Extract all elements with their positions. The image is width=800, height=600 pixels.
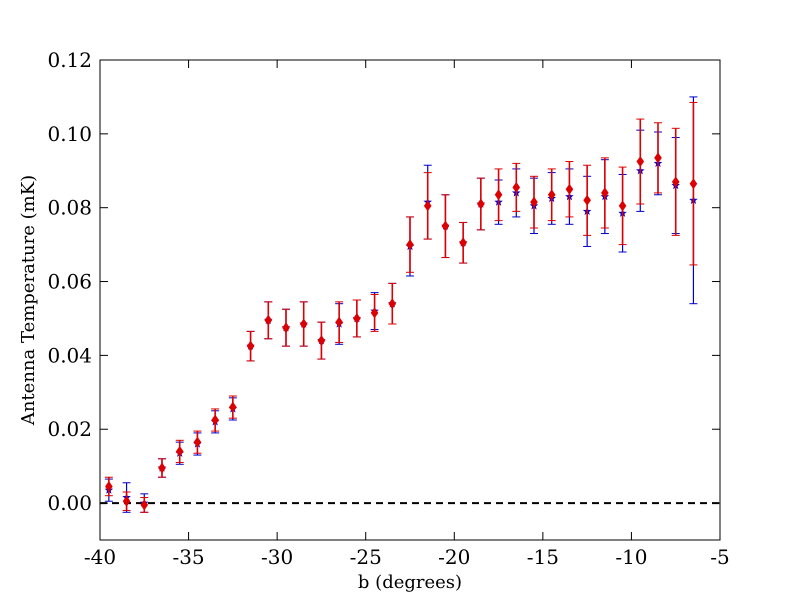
data-point-diamond [264, 314, 273, 326]
x-tick-label: -5 [710, 545, 729, 569]
x-tick-label: -10 [615, 545, 647, 569]
data-point-diamond [459, 237, 467, 249]
y-tick-label: 0.10 [47, 122, 92, 146]
data-point-diamond [494, 189, 503, 201]
y-tick-label: 0.04 [47, 343, 92, 367]
data-point-diamond [583, 194, 591, 206]
data-point-diamond [477, 198, 485, 210]
data-point-diamond [175, 445, 184, 457]
y-tick-label: 0.08 [47, 196, 92, 220]
series-diamond [104, 101, 698, 513]
x-tick-label: -25 [350, 545, 382, 569]
series-star [104, 96, 698, 513]
plot-frame [99, 59, 721, 541]
y-tick-label: 0.06 [47, 270, 92, 294]
x-tick-label: -40 [84, 545, 116, 569]
data-point-diamond [565, 183, 574, 195]
data-point-diamond [530, 196, 538, 208]
x-axis-label: b (degrees) [358, 572, 462, 593]
data-point-diamond [441, 220, 450, 232]
data-point-diamond [335, 316, 343, 328]
data-point-diamond [158, 462, 166, 474]
data-point-diamond [601, 187, 609, 199]
x-tick-label: -15 [527, 545, 559, 569]
data-point-diamond [229, 401, 237, 413]
data-point-diamond [689, 178, 698, 190]
x-tick-label: -20 [438, 545, 470, 569]
data-point-diamond [406, 239, 414, 251]
data-point-diamond [353, 312, 361, 324]
data-point-diamond [423, 200, 432, 212]
data-point-diamond [140, 499, 149, 511]
data-point-diamond [246, 340, 255, 352]
data-point-diamond [193, 436, 202, 448]
x-tick-label: -30 [261, 545, 293, 569]
data-point-diamond [618, 200, 627, 212]
data-point-diamond [105, 480, 113, 492]
data-point-diamond [671, 176, 680, 188]
y-tick-label: 0.12 [47, 48, 92, 72]
data-point-diamond [512, 181, 521, 193]
y-tick-label: 0.00 [47, 491, 92, 515]
data-point-diamond [654, 152, 662, 164]
data-point-diamond [547, 189, 556, 201]
data-point-diamond [282, 322, 290, 334]
data-point-diamond [388, 298, 397, 310]
data-point-diamond [299, 318, 308, 330]
data-point-diamond [211, 414, 219, 426]
x-tick-label: -35 [172, 545, 204, 569]
data-point-diamond [636, 156, 645, 168]
data-point-diamond [317, 335, 326, 347]
y-tick-label: 0.02 [47, 417, 92, 441]
data-point-diamond [122, 495, 131, 507]
y-axis-label: Antenna Temperature (mK) [18, 175, 39, 426]
data-point-diamond [370, 307, 379, 319]
